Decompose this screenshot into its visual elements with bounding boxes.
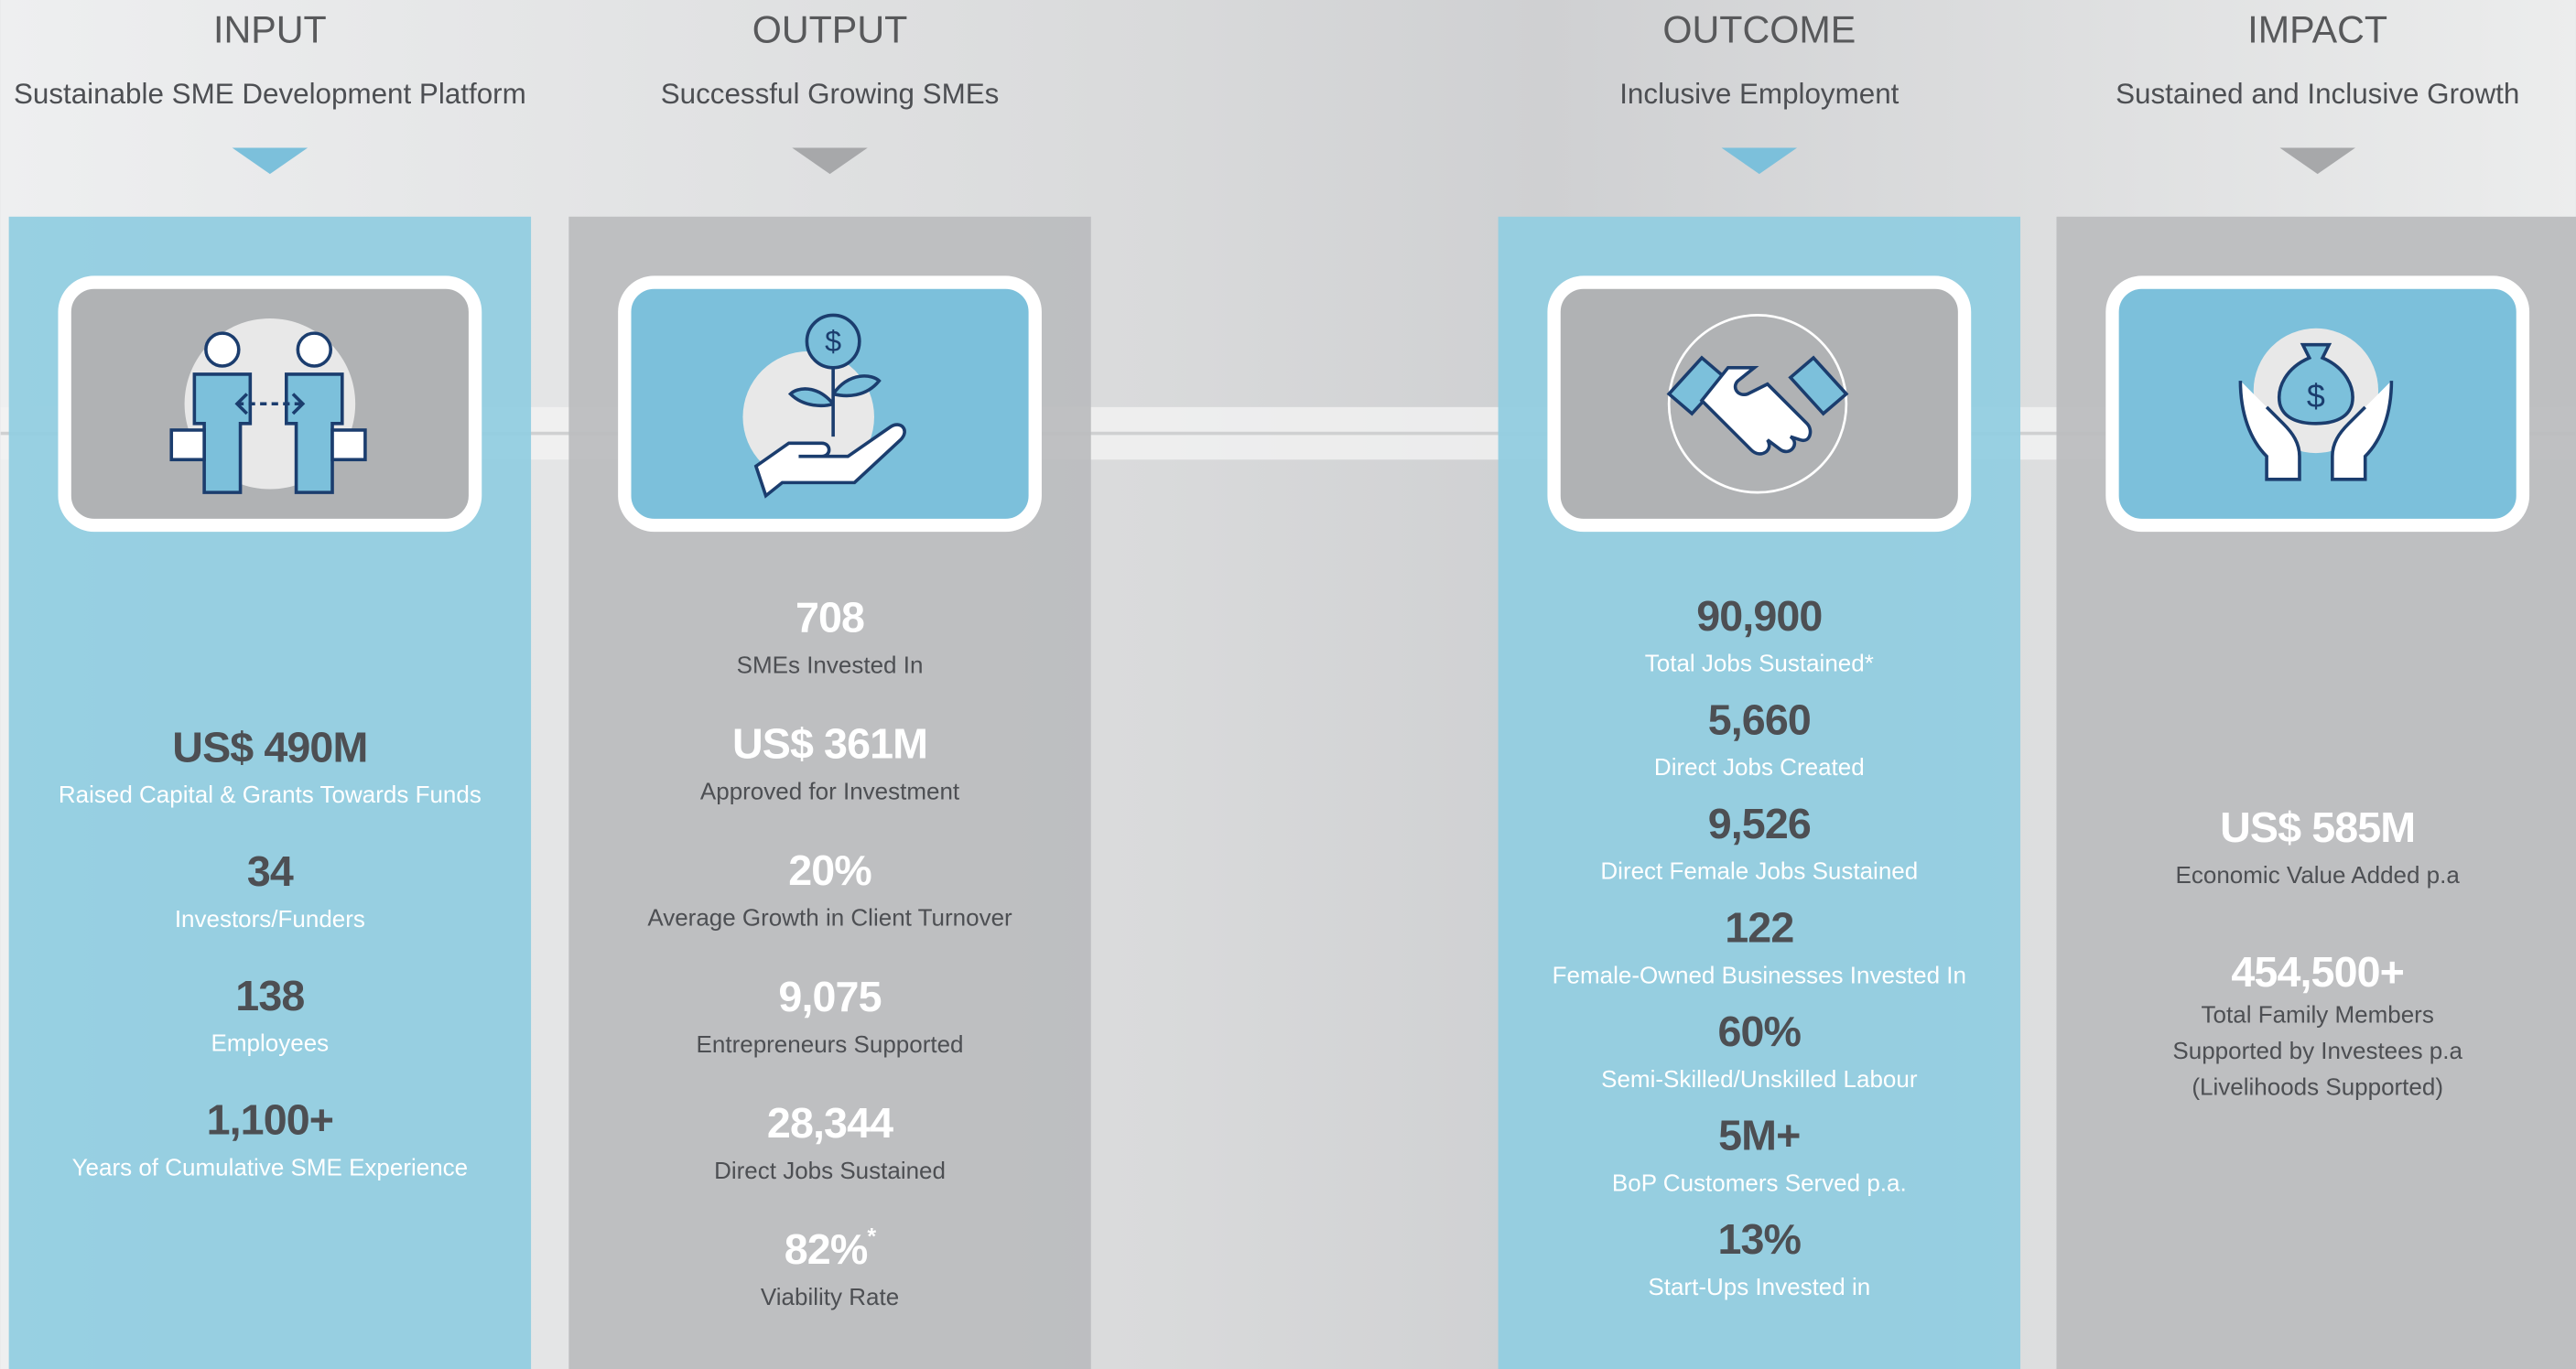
stat-label: Direct Jobs Created — [1654, 753, 1865, 781]
icon-handshake — [1666, 314, 1849, 494]
stat-value: 20% — [788, 846, 871, 894]
stat-label: BoP Customers Served p.a. — [1612, 1169, 1907, 1196]
stat-value: 13% — [1717, 1215, 1801, 1263]
stat-label: Semi-Skilled/Unskilled Labour — [1601, 1065, 1918, 1093]
stat-value: 60% — [1717, 1008, 1801, 1055]
svg-text:$: $ — [2307, 378, 2325, 415]
stat-label: Direct Female Jobs Sustained — [1600, 857, 1918, 885]
stat-value: 28,344 — [767, 1099, 893, 1147]
stat-label: Female-Owned Businesses Invested In — [1553, 961, 1966, 988]
stat-label: Start-Ups Invested in — [1648, 1273, 1870, 1300]
arrow-down — [1721, 147, 1798, 175]
stat-label: Supported by Investees p.a — [2172, 1037, 2462, 1064]
column-subtitle: Successful Growing SMEs — [661, 78, 1000, 110]
stat-value: 1,100+ — [207, 1096, 334, 1144]
column-title: OUTPUT — [752, 9, 908, 51]
stat-value: 138 — [235, 972, 304, 1019]
stat-value: 82%* — [785, 1224, 877, 1274]
stat-value: 5M+ — [1718, 1112, 1800, 1159]
column-title: INPUT — [213, 9, 327, 51]
stat-value: 90,900 — [1696, 592, 1822, 640]
column-title: IMPACT — [2247, 9, 2387, 51]
stat-value: US$ 361M — [732, 720, 927, 768]
arrow-down — [232, 147, 308, 175]
stat-label: Investors/Funders — [175, 905, 365, 932]
icon-money-hands: $ — [2238, 328, 2394, 481]
stat-label: Approved for Investment — [700, 778, 960, 805]
stat-value: 9,526 — [1708, 800, 1811, 847]
icon-people — [169, 318, 367, 494]
stat-value: 708 — [796, 594, 864, 641]
stat-label: (Livelihoods Supported) — [2192, 1073, 2443, 1100]
stat-value: 9,075 — [778, 973, 881, 1020]
column-title: OUTCOME — [1662, 9, 1856, 51]
stat-label: Total Family Members — [2202, 1001, 2434, 1029]
stat-value: 454,500+ — [2231, 948, 2404, 996]
stat-label: Total Jobs Sustained* — [1645, 650, 1874, 677]
stat-label: Viability Rate — [761, 1283, 899, 1310]
icon-plant-hand: $ — [742, 313, 906, 499]
stat-label: Average Growth in Client Turnover — [647, 904, 1012, 932]
column-subtitle: Sustained and Inclusive Growth — [2116, 78, 2519, 110]
stat-value: 34 — [247, 847, 294, 895]
stat-label: Economic Value Added p.a — [2176, 861, 2461, 889]
svg-text:$: $ — [825, 325, 841, 358]
stat-label: Direct Jobs Sustained — [714, 1157, 946, 1184]
stat-note: * — [867, 1224, 876, 1250]
arrow-down — [792, 147, 868, 175]
stat-label: Entrepreneurs Supported — [697, 1030, 964, 1058]
stat-value: US$ 490M — [172, 723, 367, 771]
stat-label: Employees — [211, 1029, 330, 1057]
stat-label: SMEs Invested In — [737, 651, 924, 678]
stat-value: 122 — [1725, 903, 1793, 951]
arrow-down — [2279, 147, 2355, 175]
stat-value: 5,660 — [1708, 695, 1811, 743]
stat-label: Years of Cumulative SME Experience — [72, 1154, 469, 1181]
column-subtitle: Sustainable SME Development Platform — [14, 78, 526, 110]
stat-value: US$ 585M — [2220, 803, 2415, 851]
column-subtitle: Inclusive Employment — [1619, 78, 1899, 110]
stat-label: Raised Capital & Grants Towards Funds — [59, 781, 482, 808]
